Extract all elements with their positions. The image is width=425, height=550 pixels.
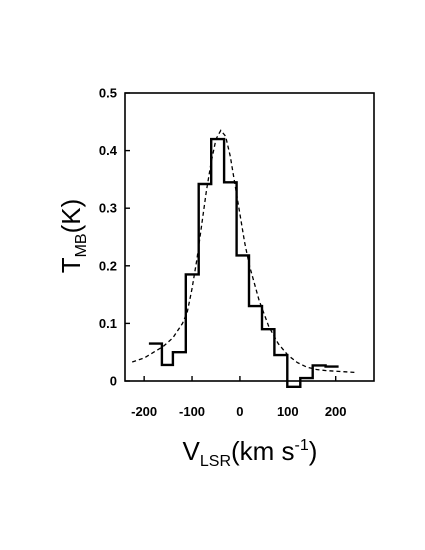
- y-axis-label: TMB(K): [56, 199, 90, 274]
- y-tick-label: 0.1: [99, 316, 117, 331]
- x-axis-label: VLSR(km s-1): [183, 436, 318, 470]
- plot-frame: [124, 92, 375, 382]
- x-tick-label: 0: [236, 404, 243, 419]
- x-tick-label: -200: [131, 404, 157, 419]
- x-tick-label: -100: [179, 404, 205, 419]
- y-tick-label: 0.2: [99, 258, 117, 273]
- x-tick-label: 200: [325, 404, 347, 419]
- y-tick-label: 0.3: [99, 201, 117, 216]
- y-tick-label: 0.5: [99, 86, 117, 101]
- histogram-spectrum: [148, 137, 339, 388]
- fit-curve-dashed: [131, 129, 355, 374]
- x-tick-label: 100: [277, 404, 299, 419]
- y-tick-label: 0.4: [99, 143, 118, 158]
- y-tick-label: 0: [110, 374, 117, 389]
